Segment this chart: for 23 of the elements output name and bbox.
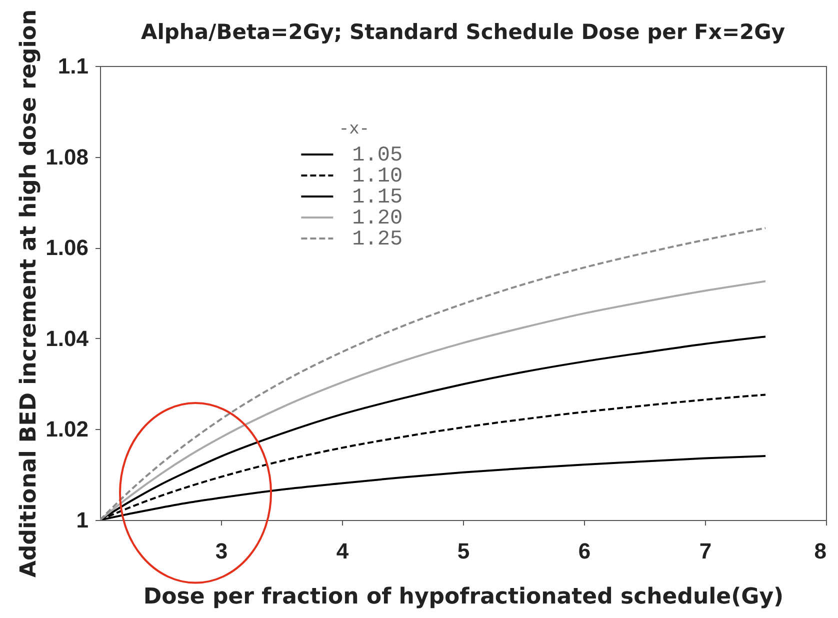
x-tick-label: 3 bbox=[215, 538, 228, 564]
chart-title: Alpha/Beta=2Gy; Standard Schedule Dose per Fx=2Gy bbox=[140, 20, 786, 44]
y-tick-label: 1 bbox=[76, 508, 88, 532]
line-series bbox=[100, 227, 766, 520]
x-tick-label: 5 bbox=[457, 538, 470, 564]
y-tick-label: 1.1 bbox=[58, 54, 88, 78]
y-tick-label: 1.02 bbox=[46, 416, 88, 442]
y-tick-label: 1.08 bbox=[46, 144, 88, 170]
x-axis-title: Dose per fraction of hypofractionated schedule(Gy) bbox=[143, 584, 784, 610]
legend-label: 1.20 bbox=[352, 207, 403, 230]
legend-label: 1.15 bbox=[352, 186, 403, 210]
legend-label: 1.10 bbox=[352, 165, 403, 188]
y-tick-label: 1.04 bbox=[46, 326, 90, 351]
x-tick-label: 7 bbox=[699, 538, 712, 564]
legend-label: 1.25 bbox=[352, 228, 403, 252]
x-tick-label: 4 bbox=[336, 538, 350, 564]
line-series bbox=[100, 280, 766, 520]
x-tick-label: 6 bbox=[578, 538, 591, 564]
legend-label: 1.05 bbox=[352, 144, 403, 168]
legend-title: -x- bbox=[338, 120, 370, 140]
x-tick-label: 8 bbox=[814, 538, 826, 564]
y-tick-label: 1.06 bbox=[46, 235, 88, 260]
y-axis-title: Additional BED increment at high dose region bbox=[16, 9, 42, 578]
